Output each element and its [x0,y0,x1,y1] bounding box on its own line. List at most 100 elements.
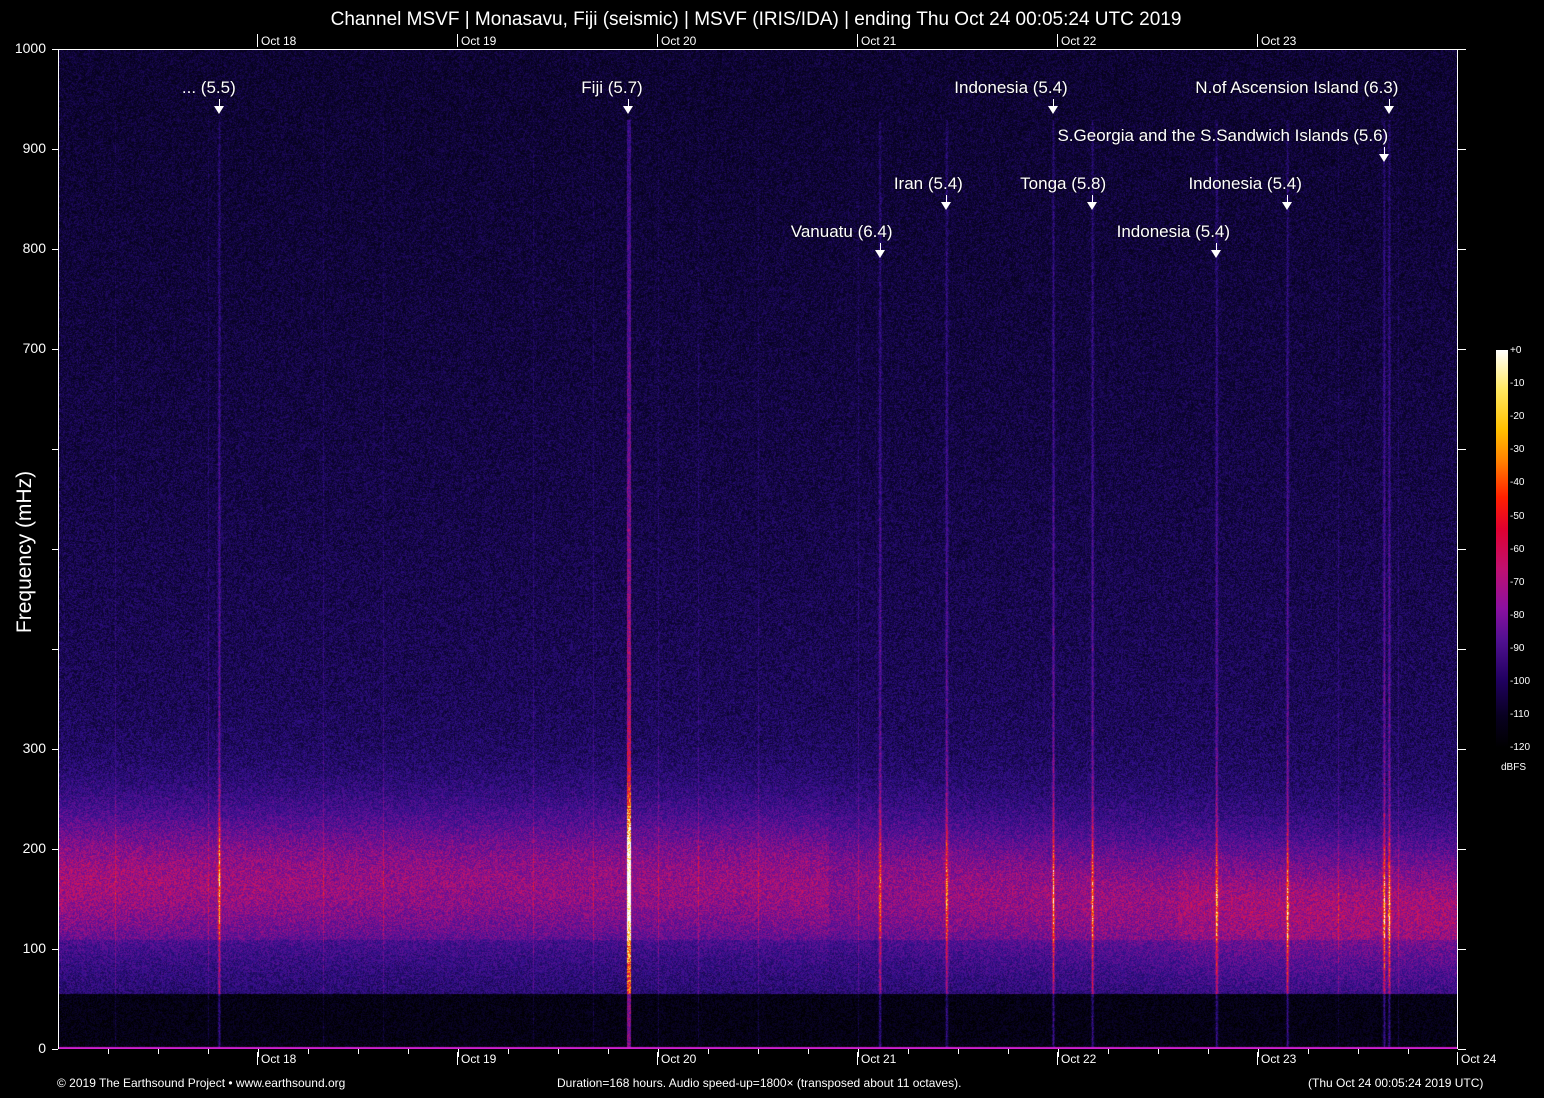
x-tick-label-top: Oct 23 [1257,34,1296,47]
x-tick-label-top: Oct 18 [257,34,296,47]
x-tick-label: Oct 18 [257,1052,296,1065]
event-arrow-line [1053,99,1054,106]
y-tick [52,249,58,250]
x-minor-tick [758,1049,759,1054]
x-minor-tick [1358,1049,1359,1054]
event-arrow-line [628,99,629,106]
x-minor-tick [258,1049,259,1057]
x-tick-label-top: Oct 22 [1057,34,1096,47]
colorbar-tick: -60 [1510,544,1524,555]
colorbar-tick: -100 [1510,676,1530,687]
event-arrow-line [219,99,220,106]
y-tick-right [1458,549,1466,550]
x-minor-tick [708,1049,709,1054]
colorbar-tick: -30 [1510,444,1524,455]
x-minor-tick [1408,1049,1409,1054]
y-tick-label: 900 [2,140,46,156]
event-arrow-icon [1282,202,1292,210]
y-tick-right [1458,449,1466,450]
y-tick-right [1458,249,1466,250]
colorbar-tick: -50 [1510,511,1524,522]
duration-info: Duration=168 hours. Audio speed-up=1800×… [557,1076,961,1090]
colorbar-tick: -70 [1510,577,1524,588]
x-minor-tick [508,1049,509,1054]
x-tick-label: Oct 23 [1257,1052,1296,1065]
x-tick-label-top: Oct 21 [857,34,896,47]
x-tick-label: Oct 19 [457,1052,496,1065]
event-arrow-icon [941,202,951,210]
y-tick [52,449,58,450]
x-minor-tick [1158,1049,1159,1054]
colorbar-tick: -20 [1510,411,1524,422]
x-minor-tick [1058,1049,1059,1057]
event-label: Indonesia (5.4) [954,78,1067,98]
x-minor-tick [1208,1049,1209,1054]
event-arrow-icon [1379,154,1389,162]
x-tick-label: Oct 21 [857,1052,896,1065]
x-minor-tick [958,1049,959,1054]
y-tick [52,49,58,50]
y-tick-label: 100 [2,940,46,956]
x-minor-tick [1108,1049,1109,1054]
colorbar-tick: -10 [1510,378,1524,389]
colorbar-tick: -90 [1510,643,1524,654]
y-tick [52,949,58,950]
y-tick-label: 300 [2,740,46,756]
event-arrow-line [946,195,947,202]
y-tick-label: 700 [2,340,46,356]
y-tick-right [1458,349,1466,350]
y-tick-right [1458,749,1466,750]
colorbar [1496,350,1508,748]
x-minor-tick [358,1049,359,1054]
event-arrow-icon [875,250,885,258]
event-arrow-icon [1211,250,1221,258]
colorbar-tick: -80 [1510,610,1524,621]
y-tick [52,649,58,650]
plot-frame [58,49,1458,1049]
y-tick [52,549,58,550]
x-minor-tick [1258,1049,1259,1057]
event-arrow-line [1216,243,1217,250]
y-tick-right [1458,649,1466,650]
x-minor-tick [658,1049,659,1057]
event-arrow-icon [214,106,224,114]
x-minor-tick [858,1049,859,1057]
x-tick-label: Oct 22 [1057,1052,1096,1065]
colorbar-tick: +0 [1510,345,1521,356]
colorbar-tick: -120 [1510,742,1530,753]
x-minor-tick [208,1049,209,1054]
event-label: N.of Ascension Island (6.3) [1195,78,1398,98]
event-arrow-line [1287,195,1288,202]
x-minor-tick [158,1049,159,1054]
x-minor-tick [808,1049,809,1054]
y-tick-right [1458,49,1466,50]
y-tick [52,149,58,150]
event-arrow-icon [1087,202,1097,210]
event-label: Iran (5.4) [894,174,963,194]
y-tick [52,749,58,750]
x-tick-label: Oct 24 [1457,1052,1496,1065]
x-minor-tick [608,1049,609,1054]
x-minor-tick [458,1049,459,1057]
y-tick-label: 0 [2,1040,46,1056]
y-tick-right [1458,949,1466,950]
y-tick-right [1458,849,1466,850]
y-tick-right [1458,149,1466,150]
x-minor-tick [108,1049,109,1054]
x-tick-label-top: Oct 19 [457,34,496,47]
event-label: Indonesia (5.4) [1117,222,1230,242]
event-arrow-line [880,243,881,250]
event-label: Indonesia (5.4) [1188,174,1301,194]
event-label: Vanuatu (6.4) [791,222,893,242]
event-label: Tonga (5.8) [1020,174,1106,194]
event-label: S.Georgia and the S.Sandwich Islands (5.… [1057,126,1388,146]
event-arrow-icon [1384,106,1394,114]
y-tick-label: 200 [2,840,46,856]
x-minor-tick [1008,1049,1009,1054]
x-minor-tick [308,1049,309,1054]
end-time: (Thu Oct 24 00:05:24 2019 UTC) [1308,1076,1483,1090]
x-tick-label: Oct 20 [657,1052,696,1065]
event-arrow-line [1092,195,1093,202]
event-label: ... (5.5) [182,78,236,98]
event-label: Fiji (5.7) [581,78,642,98]
